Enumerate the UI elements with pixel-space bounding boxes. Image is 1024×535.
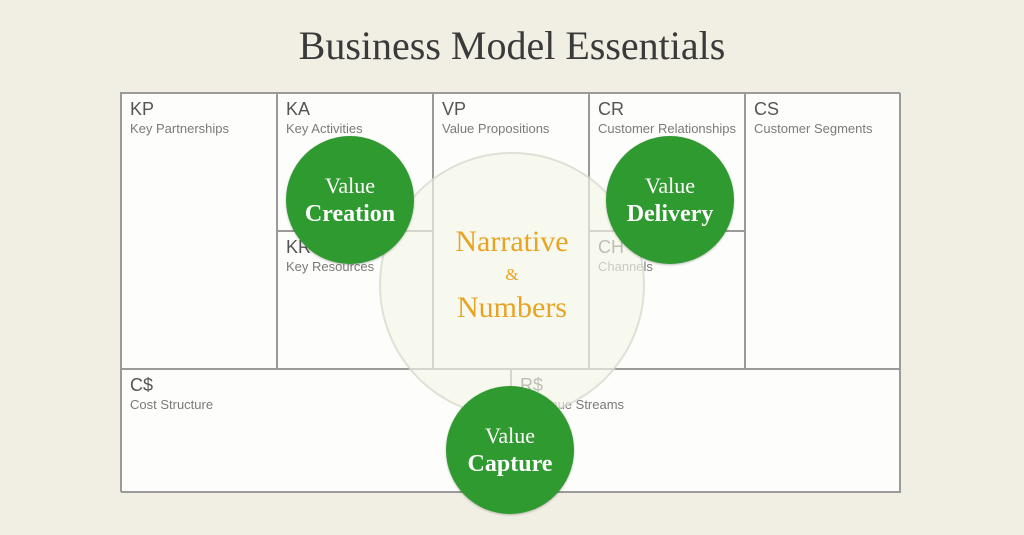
cell-abbr: VP — [442, 100, 580, 120]
cell-label: Value Propositions — [442, 121, 580, 136]
cell-label: Key Activities — [286, 121, 424, 136]
cell-label: Customer Relationships — [598, 121, 736, 136]
center-word-2: Numbers — [412, 291, 612, 325]
cell-abbr: KA — [286, 100, 424, 120]
cell-label: Customer Segments — [754, 121, 892, 136]
bubble-line2: Capture — [468, 451, 553, 478]
center-word-1: Narrative — [412, 225, 612, 259]
page-title: Business Model Essentials — [0, 0, 1024, 69]
bubble-capture: ValueCapture — [446, 386, 574, 514]
cell-abbr: KP — [130, 100, 268, 120]
center-ampersand: & — [412, 265, 612, 285]
bubble-creation: ValueCreation — [286, 136, 414, 264]
bmc-cell-kp: KPKey Partnerships — [121, 93, 277, 369]
bubble-line2: Creation — [305, 201, 395, 228]
center-text: Narrative & Numbers — [412, 225, 612, 325]
cell-label: Key Partnerships — [130, 121, 268, 136]
bubble-line2: Delivery — [627, 201, 714, 228]
bubble-line1: Value — [645, 173, 695, 199]
bmc-cell-cs: CSCustomer Segments — [745, 93, 901, 369]
bubble-line1: Value — [325, 173, 375, 199]
cell-abbr: CR — [598, 100, 736, 120]
cell-abbr: CS — [754, 100, 892, 120]
bubble-line1: Value — [485, 423, 535, 449]
bubble-delivery: ValueDelivery — [606, 136, 734, 264]
